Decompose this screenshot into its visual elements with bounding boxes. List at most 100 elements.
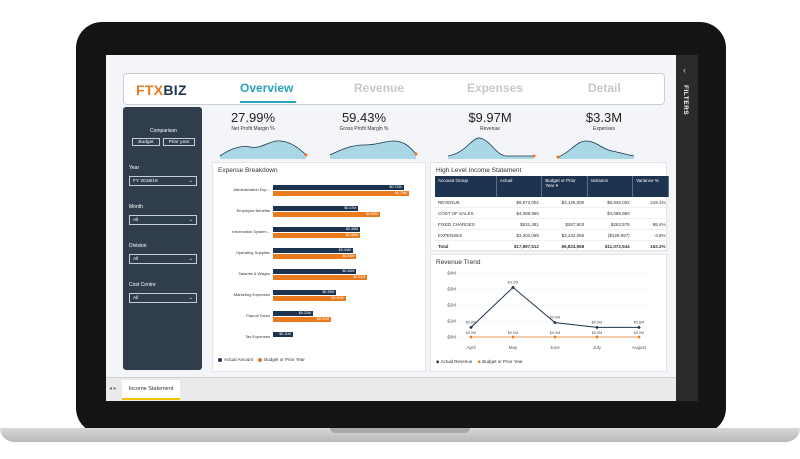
bar-category-label: Marketing Expenses bbox=[233, 292, 270, 297]
table-row: COST OF SALES $4,089,960 $4,089,960 bbox=[435, 207, 669, 219]
budget-bar[interactable]: $0.59M bbox=[273, 212, 380, 217]
app-logo: FTXBIZ bbox=[136, 82, 187, 98]
column-header[interactable]: Actual bbox=[496, 176, 543, 197]
cost-centre-dropdown[interactable]: All ⌄ bbox=[129, 293, 197, 303]
bar-value-label: $0.35M bbox=[322, 290, 335, 294]
kpi-revenue: $9.97M Revenue bbox=[440, 110, 540, 132]
legend-diamond-icon: ◆ bbox=[477, 359, 481, 364]
table-row: REVENUE $9,973,002 $3,125,000 $6,848,002 219… bbox=[435, 197, 669, 208]
budget-point bbox=[553, 335, 557, 339]
actual-amount-bar[interactable]: $0.47M bbox=[273, 206, 359, 211]
y-tick-label: $2M bbox=[447, 303, 456, 308]
y-tick-label: $0M bbox=[447, 335, 456, 340]
legend-actual: Actual Amount bbox=[218, 357, 253, 362]
kpi-net-profit-margin: 27.99% Net Profit Margin % bbox=[203, 110, 303, 132]
table-total-row: Total $17,897,512 $6,824,968 $11,072,544 162… bbox=[435, 240, 669, 252]
kpi-value: $9.97M bbox=[468, 110, 512, 125]
year-dropdown[interactable]: FY 2018/19 ⌄ bbox=[129, 176, 197, 186]
page-tab-income-statement[interactable]: Income Statement bbox=[122, 380, 180, 400]
x-tick-label: June bbox=[550, 345, 560, 350]
data-label: $0.0M bbox=[634, 331, 645, 335]
actual-amount-bar[interactable]: $0.46M bbox=[273, 269, 357, 274]
kpi-value: 59.43% bbox=[341, 110, 387, 125]
bar-category-label: Salaries & Wages bbox=[238, 271, 270, 276]
data-label: $0.6M bbox=[592, 320, 603, 324]
actual-amount-bar[interactable]: $0.48M bbox=[273, 227, 360, 232]
legend-dot-icon bbox=[218, 357, 222, 362]
expense-breakdown-card: Expense Breakdown Administration Exp... $… bbox=[212, 162, 426, 372]
page-tab-bar: ◂ ▸ Income Statement bbox=[106, 377, 676, 401]
actual-amount-bar[interactable]: $0.44M bbox=[273, 248, 353, 253]
kpi-label: Net Profit Margin % bbox=[231, 126, 275, 132]
bar-value-label: $0.22M bbox=[298, 311, 311, 315]
page-nav-arrows-icon[interactable]: ◂ ▸ bbox=[109, 386, 117, 392]
data-label: $0.6M bbox=[634, 320, 645, 324]
tab-expenses[interactable]: Expenses bbox=[467, 81, 524, 95]
kpi-sparkline bbox=[329, 140, 418, 159]
actual-amount-bar[interactable]: $0.11M bbox=[273, 332, 293, 337]
laptop-lip bbox=[330, 428, 470, 433]
division-dropdown[interactable]: All ⌄ bbox=[129, 254, 197, 264]
actual-amount-bar[interactable]: $0.72M bbox=[273, 185, 404, 190]
budget-bar[interactable]: $0.52M bbox=[273, 275, 368, 280]
budget-bar[interactable]: $0.75M bbox=[273, 191, 409, 196]
data-label: $0.0M bbox=[466, 331, 477, 335]
bar-category-label: Tax Expenses bbox=[245, 334, 270, 339]
budget-bar[interactable]: $0.46M bbox=[273, 254, 357, 259]
comparison-prior-year-button[interactable]: Prior year bbox=[163, 138, 195, 146]
income-statement-title: High Level Income Statement bbox=[436, 167, 522, 174]
budget-bar[interactable]: $0.32M bbox=[273, 317, 331, 322]
legend-budget: Budget or Prior Year bbox=[258, 357, 305, 362]
tab-overview[interactable]: Overview bbox=[240, 81, 294, 95]
tab-revenue[interactable]: Revenue bbox=[354, 81, 405, 95]
data-label: $0.0M bbox=[508, 331, 519, 335]
filters-pane[interactable]: ‹ FILTERS bbox=[676, 55, 698, 401]
kpi-value: 27.99% bbox=[230, 110, 276, 125]
bar-category-label: Administration Exp... bbox=[233, 187, 270, 192]
laptop-base bbox=[0, 428, 800, 442]
sparkline-end-point bbox=[304, 153, 308, 157]
bar-value-label: $0.48M bbox=[346, 233, 358, 237]
column-header[interactable]: Variance % bbox=[632, 176, 669, 197]
comparison-budget-button[interactable]: Budget bbox=[132, 138, 160, 146]
report-canvas: FTXBIZ Overview Revenue Expenses Detail … bbox=[106, 55, 676, 377]
bar-value-label: $0.48M bbox=[346, 227, 358, 231]
report-header: FTXBIZ Overview Revenue Expenses Detail bbox=[123, 73, 665, 105]
filter-sidebar: Comparison Budget Prior year Year FY 201… bbox=[123, 107, 202, 370]
bar-value-label: $0.59M bbox=[365, 212, 378, 216]
kpi-label: Gross Profit Margin % bbox=[339, 126, 389, 132]
division-label: Division bbox=[129, 243, 147, 249]
budget-bar[interactable]: $0.40M bbox=[273, 296, 346, 301]
bar-category-label: Employee Benefits bbox=[236, 208, 270, 213]
kpi-value: $3.3M bbox=[585, 110, 623, 125]
year-label: Year bbox=[129, 165, 140, 171]
x-tick-label: August bbox=[632, 345, 647, 350]
actual-amount-bar[interactable]: $0.35M bbox=[273, 290, 337, 295]
chevron-down-icon: ⌄ bbox=[188, 178, 193, 184]
tab-detail[interactable]: Detail bbox=[588, 81, 621, 95]
report-screen: FTXBIZ Overview Revenue Expenses Detail … bbox=[106, 55, 698, 401]
bar-category-label: Payroll Taxes bbox=[246, 313, 270, 318]
column-header[interactable]: Budget or Prior Year ▾ bbox=[541, 176, 588, 197]
column-header[interactable]: Variance bbox=[587, 176, 634, 197]
kpi-label: Revenue bbox=[479, 126, 500, 132]
budget-bar[interactable]: $0.48M bbox=[273, 233, 360, 238]
kpi-gross-profit-margin: 59.43% Gross Profit Margin % bbox=[314, 110, 414, 132]
actual-amount-bar[interactable]: $0.22M bbox=[273, 311, 313, 316]
data-label: $0.9M bbox=[550, 316, 561, 320]
budget-point bbox=[637, 335, 641, 339]
legend-dot-icon bbox=[258, 357, 263, 362]
data-label: $3.1M bbox=[508, 280, 519, 284]
column-header[interactable]: Account Group bbox=[435, 176, 497, 197]
legend-budget: ◆ Budget or Prior Year bbox=[477, 359, 523, 364]
x-tick-label: April bbox=[466, 345, 475, 350]
data-label: $0.0M bbox=[550, 331, 561, 335]
bar-value-label: $0.72M bbox=[389, 185, 402, 189]
actual-revenue-point bbox=[595, 325, 599, 330]
budget-point bbox=[469, 335, 473, 339]
kpi-sparkline bbox=[447, 137, 536, 159]
bar-value-label: $0.11M bbox=[279, 332, 291, 336]
chevron-left-icon[interactable]: ‹ bbox=[683, 65, 686, 75]
expense-legend: Actual Amount Budget or Prior Year bbox=[218, 357, 305, 362]
month-dropdown[interactable]: All ⌄ bbox=[129, 215, 197, 225]
